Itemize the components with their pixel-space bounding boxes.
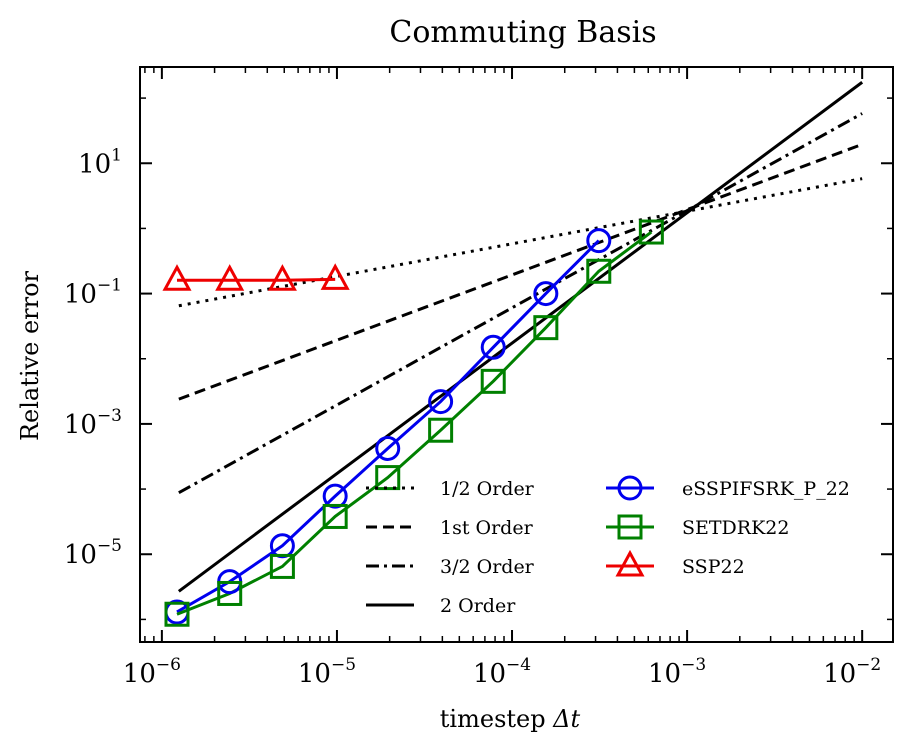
data-point — [480, 334, 506, 360]
x-tick-label-base: 10 — [298, 659, 331, 689]
data-point — [428, 389, 454, 415]
y-tick-label-base: 10 — [64, 410, 97, 440]
y-tick-label-exponent: −5 — [97, 536, 122, 556]
x-tick-label: 10−5 — [298, 655, 356, 689]
data-point — [586, 258, 612, 284]
legend-label: eSSPIFSRK_P_22 — [682, 478, 850, 500]
x-tick-label: 10−6 — [123, 655, 181, 689]
x-tick-label-exponent: −3 — [681, 655, 706, 675]
legend-label: 1/2 Order — [440, 478, 535, 500]
data-point — [638, 219, 664, 245]
data-point — [375, 465, 401, 491]
reference-lines — [177, 81, 864, 593]
series-line — [176, 239, 600, 614]
legend-label: SETDRK22 — [682, 517, 789, 539]
data-point — [480, 368, 506, 394]
legend: 1/2 Order 1st Order 3/2 Order 2 Order eSSPIF… — [366, 475, 850, 617]
x-tick-label-base: 10 — [648, 659, 681, 689]
y-tick-label: 101 — [78, 145, 122, 179]
data-point — [215, 264, 245, 291]
y-tick-label-exponent: 1 — [111, 145, 122, 165]
x-tick-label-base: 10 — [823, 659, 856, 689]
series-lines — [176, 230, 653, 616]
legend-marker — [617, 475, 643, 501]
reference-line — [178, 112, 863, 495]
y-tick-label-base: 10 — [78, 149, 111, 179]
chart-title: Commuting Basis — [389, 15, 656, 50]
y-tick-label: 10−1 — [64, 276, 122, 310]
data-point — [322, 483, 348, 509]
y-tick-label-base: 10 — [64, 280, 97, 310]
y-tick-label-exponent: −1 — [97, 276, 122, 296]
x-tick-label: 10−3 — [648, 655, 706, 689]
data-point — [269, 553, 295, 579]
x-tick-label-exponent: −6 — [156, 655, 181, 675]
x-tick-label: 10−4 — [473, 655, 531, 689]
data-point — [322, 503, 348, 529]
legend-label: 1st Order — [440, 517, 534, 539]
data-point — [533, 281, 559, 307]
plot-area — [139, 66, 894, 643]
x-tick-label-exponent: −2 — [856, 655, 881, 675]
legend-label: SSP22 — [682, 556, 745, 578]
series-markers — [162, 219, 664, 627]
reference-line — [177, 81, 864, 593]
legend-marker — [615, 549, 645, 577]
x-tick-labels: 10−6 10−5 10−4 10−3 10−2 — [123, 655, 881, 689]
reference-line — [178, 142, 863, 401]
legend-label: 2 Order — [440, 595, 516, 617]
x-tick-label: 10−2 — [823, 655, 881, 689]
x-tick-label-base: 10 — [473, 659, 506, 689]
series-line — [176, 230, 653, 616]
y-axis-title: Relative error — [16, 270, 44, 441]
minor-ticks — [140, 67, 893, 642]
data-point — [428, 417, 454, 443]
x-tick-label-exponent: −4 — [506, 655, 531, 675]
y-tick-label: 10−5 — [64, 536, 122, 570]
data-point — [164, 601, 190, 627]
series-line — [176, 277, 336, 282]
data-point — [217, 580, 243, 606]
reference-line — [178, 177, 863, 308]
major-ticks — [140, 67, 893, 642]
x-axis-title: timestep Δt — [440, 705, 581, 733]
data-point — [375, 435, 401, 461]
x-tick-label-exponent: −5 — [331, 655, 356, 675]
data-point — [162, 264, 192, 291]
data-point — [320, 263, 350, 290]
data-point — [533, 315, 559, 341]
x-axis-title-text: timestep — [440, 705, 553, 733]
x-tick-label-base: 10 — [123, 659, 156, 689]
plot-frame — [139, 66, 894, 643]
legend-label: 3/2 Order — [440, 556, 535, 578]
legend-marker — [617, 514, 643, 540]
data-point — [586, 228, 612, 254]
y-tick-label-exponent: −3 — [97, 406, 122, 426]
x-axis-title-symbol: Δt — [552, 705, 580, 733]
data-point — [267, 264, 297, 291]
y-tick-label-base: 10 — [64, 540, 97, 570]
y-tick-label: 10−3 — [64, 406, 122, 440]
